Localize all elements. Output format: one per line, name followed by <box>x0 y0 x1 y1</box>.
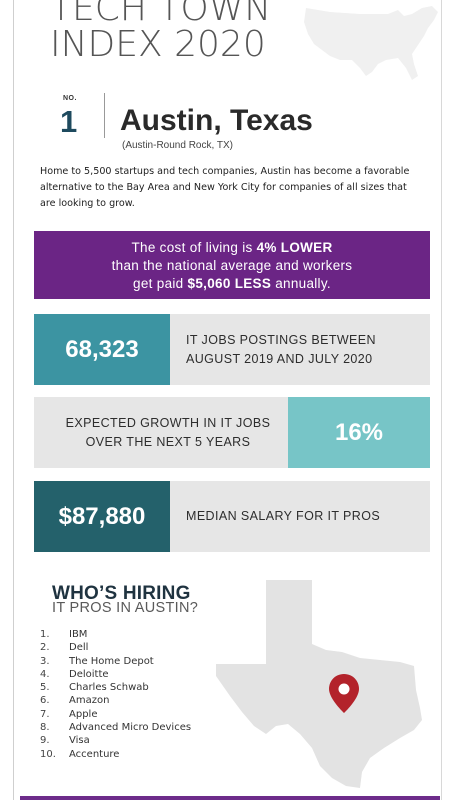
page-border-left <box>13 0 14 800</box>
title-line-2: INDEX 2020 <box>50 24 266 65</box>
list-item: 3. The Home Depot <box>40 655 154 667</box>
growth-label: EXPECTED GROWTH IN IT JOBS OVER THE NEXT… <box>65 415 271 449</box>
cost-bold-2: $5,060 LESS <box>187 276 272 291</box>
jobs-label: IT JOBS POSTINGS BETWEEN AUGUST 2019 AND… <box>186 332 376 366</box>
cost-line-2: than the national average and workers <box>111 258 353 273</box>
cost-bold-1: 4% LOWER <box>256 240 333 255</box>
list-item: 9. Visa <box>40 735 90 747</box>
stat-median-salary: $87,880 MEDIAN SALARY FOR IT PROS <box>34 481 430 552</box>
list-item: 10. Accenture <box>40 748 120 760</box>
location-pin-icon <box>329 674 359 713</box>
hiring-subtitle: IT PROS IN AUSTIN? <box>52 600 199 616</box>
stat-expected-growth: EXPECTED GROWTH IN IT JOBS OVER THE NEXT… <box>34 397 430 468</box>
cost-line-3: get paid $5,060 LESS annually. <box>34 275 430 293</box>
list-item: 5. Charles Schwab <box>40 682 149 694</box>
jobs-value: 68,323 <box>34 314 170 385</box>
intro-paragraph: Home to 5,500 startups and tech companie… <box>40 166 410 209</box>
metro-area: (Austin-Round Rock, TX) <box>122 140 233 151</box>
list-item: 1. IBM <box>40 629 88 640</box>
texas-map-icon <box>216 580 422 788</box>
cost-text-4: annually. <box>271 276 331 291</box>
growth-value: 16% <box>288 397 430 468</box>
list-item: 4. Deloitte <box>40 668 109 680</box>
rank-divider <box>104 93 105 138</box>
title-line-1: TECH TOWN <box>50 0 272 29</box>
page-title: TECH TOWN INDEX 2020 <box>50 0 350 68</box>
list-item: 8. Advanced Micro Devices <box>40 722 192 734</box>
cost-of-living-banner: The cost of living is 4% LOWER than the … <box>34 231 430 299</box>
hiring-title: WHO’S HIRING <box>52 583 191 604</box>
cost-text-3: get paid <box>133 276 188 291</box>
stat-jobs-postings: 68,323 IT JOBS POSTINGS BETWEEN AUGUST 2… <box>34 314 430 385</box>
salary-value: $87,880 <box>34 481 170 552</box>
list-item: 6. Amazon <box>40 695 110 707</box>
salary-label: MEDIAN SALARY FOR IT PROS <box>186 509 381 523</box>
city-name: Austin, Texas <box>120 104 313 137</box>
rank-label: NO. <box>63 95 77 102</box>
bottom-rule <box>20 796 440 800</box>
page-border-right <box>441 0 442 800</box>
cost-line-1: The cost of living is 4% LOWER <box>34 239 430 257</box>
rank-number: 1 <box>60 104 78 139</box>
list-item: 7. Apple <box>40 708 98 720</box>
cost-text-1: The cost of living is <box>131 240 257 255</box>
us-map-icon <box>304 6 438 80</box>
hiring-list: 1. IBM 2. Dell 3. The Home Depot 4. Deloitte… <box>40 628 191 761</box>
list-item: 2. Dell <box>40 642 89 654</box>
